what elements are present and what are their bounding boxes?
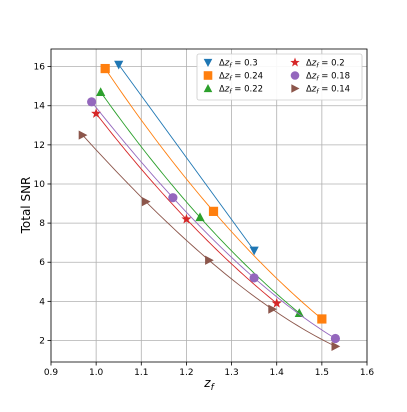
series-line	[118, 64, 255, 251]
y-tick-label: 14	[34, 102, 46, 112]
y-tick-label: 4	[39, 297, 45, 307]
legend-marker	[291, 84, 300, 93]
data-point	[249, 246, 259, 256]
data-point	[195, 212, 205, 222]
legend-label: Δzf = 0.14	[306, 85, 350, 96]
y-tick-label: 12	[34, 141, 45, 151]
x-tick-label: 1.4	[270, 368, 285, 378]
data-point	[181, 213, 192, 224]
data-point	[205, 255, 214, 265]
legend-box	[196, 53, 363, 101]
series-0-18	[87, 97, 340, 344]
legend-marker	[203, 83, 213, 93]
data-point	[168, 193, 178, 203]
data-point	[141, 196, 151, 207]
data-point	[208, 206, 219, 216]
x-tick-label: 1.2	[179, 368, 193, 378]
data-point	[78, 130, 88, 140]
series-0-14	[78, 130, 341, 351]
data-point	[91, 108, 102, 118]
x-tick-label: 1.0	[89, 368, 104, 378]
data-point	[317, 314, 327, 324]
series-0-3	[114, 60, 259, 256]
legend-marker	[290, 57, 300, 67]
data-point	[271, 298, 282, 308]
ticks: 0.9 1.0 1.1 1.2 1.3 1.4 1.5 1.6 2 4 6 8 10 12 14 16	[34, 63, 375, 378]
x-tick-label: 1.3	[224, 368, 238, 378]
data-point	[114, 60, 124, 70]
legend-label: Δzf = 0.24	[219, 72, 263, 83]
series-0-22	[96, 87, 304, 318]
legend-label: Δzf = 0.22	[219, 85, 263, 96]
x-tick-label: 1.6	[360, 368, 375, 378]
y-axis-label: Total SNR	[19, 177, 33, 235]
series-0-2	[91, 108, 282, 308]
legend-label: Δzf = 0.2	[306, 59, 345, 70]
x-tick-label: 0.9	[44, 368, 59, 378]
data-point	[87, 97, 97, 107]
data-point	[96, 87, 106, 96]
series-0-24	[100, 63, 327, 324]
x-axis-label: zf	[203, 376, 215, 393]
data-point	[294, 308, 304, 318]
plot-frame	[50, 48, 368, 363]
x-tick-label: 1.1	[134, 368, 148, 378]
grid	[50, 49, 368, 362]
y-tick-label: 6	[39, 258, 45, 268]
series-line	[91, 101, 336, 339]
y-tick-label: 16	[34, 63, 46, 73]
data-point	[330, 333, 340, 344]
series-line	[100, 91, 300, 314]
legend-label: Δzf = 0.3	[219, 59, 258, 70]
series-layer	[78, 60, 341, 351]
x-tick-label: 1.5	[315, 368, 329, 378]
legend-marker	[203, 58, 213, 68]
data-point	[100, 63, 110, 74]
y-tick-label: 8	[39, 219, 45, 229]
legend-label: Δzf = 0.18	[306, 72, 350, 83]
y-tick-label: 10	[34, 180, 46, 190]
legend-marker	[203, 71, 213, 80]
data-point	[268, 304, 278, 314]
data-point	[249, 273, 259, 283]
legend-marker	[290, 71, 300, 80]
y-tick-label: 2	[39, 336, 45, 346]
data-point	[331, 341, 341, 351]
legend: Δzf = 0.3 Δzf = 0.24 Δzf = 0.22 Δzf = 0.2 Δz…	[196, 53, 363, 101]
